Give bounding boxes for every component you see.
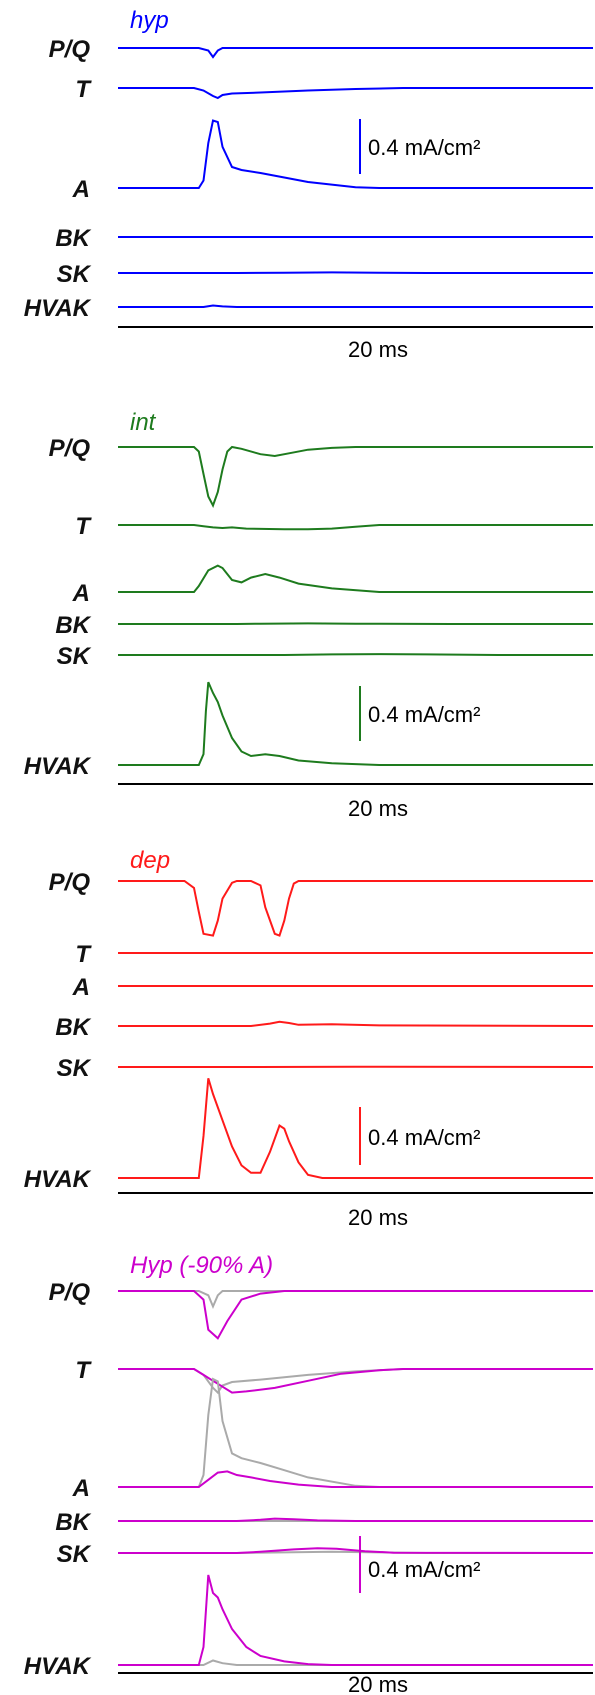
trace-t (118, 1368, 593, 1394)
trace-hvak (118, 681, 593, 766)
trace-hvak (118, 304, 593, 308)
reference-trace-p-q (118, 1290, 593, 1310)
trace-bk (118, 622, 593, 625)
scale-bar-label: 0.4 mA/cm² (368, 1125, 480, 1150)
trace-label-hvak: HVAK (24, 1166, 92, 1193)
trace-label-t: T (75, 1357, 92, 1384)
trace-sk (118, 1547, 594, 1554)
trace-sk (118, 653, 593, 656)
trace-label-p-q: P/Q (49, 869, 91, 896)
trace-label-bk: BK (55, 1014, 91, 1041)
trace-label-hvak: HVAK (24, 753, 92, 780)
trace-label-bk: BK (55, 612, 91, 639)
trace-t (118, 87, 593, 100)
scale-bar-label: 0.4 mA/cm² (368, 135, 480, 160)
scale-bar-label: 0.4 mA/cm² (368, 702, 480, 727)
time-bar-label: 20 ms (348, 1205, 408, 1230)
trace-label-hvak: HVAK (24, 295, 92, 322)
trace-label-bk: BK (55, 1509, 91, 1536)
trace-hvak (118, 1574, 593, 1666)
trace-bk (118, 1517, 593, 1522)
trace-p-q (118, 47, 593, 59)
trace-label-p-q: P/Q (49, 36, 91, 63)
trace-t (118, 524, 593, 531)
reference-trace-a (118, 1377, 593, 1488)
panel-title: int (130, 409, 157, 436)
trace-p-q (118, 1290, 593, 1340)
trace-a (118, 564, 593, 593)
trace-label-hvak: HVAK (24, 1653, 92, 1680)
trace-label-sk: SK (57, 261, 92, 288)
trace-label-t: T (75, 941, 92, 968)
panel-dep: dep P/Q TA BK SK HVAK 0.4 mA/cm² 20 ms (24, 847, 594, 1230)
trace-label-p-q: P/Q (49, 435, 91, 462)
panel-hyp: hyp P/Q T A BK SK HVAK 0.4 mA/cm² 20 ms (24, 7, 593, 362)
panel-title: Hyp (-90% A) (130, 1252, 273, 1279)
panel-title: hyp (130, 7, 169, 34)
trace-label-sk: SK (57, 1541, 92, 1568)
trace-label-p-q: P/Q (49, 1279, 91, 1306)
trace-hvak (118, 1078, 593, 1179)
trace-label-a: A (72, 580, 90, 607)
panel-title: dep (130, 847, 170, 874)
trace-label-a: A (72, 176, 90, 203)
time-bar-label: 20 ms (348, 337, 408, 362)
trace-a (118, 119, 593, 189)
time-bar-label: 20 ms (348, 1672, 408, 1695)
trace-p-q (118, 880, 593, 937)
scale-bar-label: 0.4 mA/cm² (368, 1557, 480, 1582)
trace-sk (118, 271, 593, 274)
trace-label-a: A (72, 974, 90, 1001)
trace-label-t: T (75, 76, 92, 103)
trace-bk (118, 1020, 594, 1027)
trace-label-sk: SK (57, 1055, 92, 1082)
trace-label-sk: SK (57, 643, 92, 670)
trace-label-t: T (75, 513, 92, 540)
trace-a (118, 1470, 593, 1488)
trace-label-a: A (72, 1475, 90, 1502)
trace-label-bk: BK (55, 225, 91, 252)
time-bar-label: 20 ms (348, 796, 408, 821)
panel-int: int P/Q T A BK SK HVAK 0.4 mA/cm² 20 ms (24, 409, 593, 821)
panel-hyp-90-a: Hyp (-90% A) P/Q T A BK SK HVAK 0.4 mA/cm² 20 ms (24, 1252, 594, 1695)
trace-p-q (118, 445, 593, 508)
